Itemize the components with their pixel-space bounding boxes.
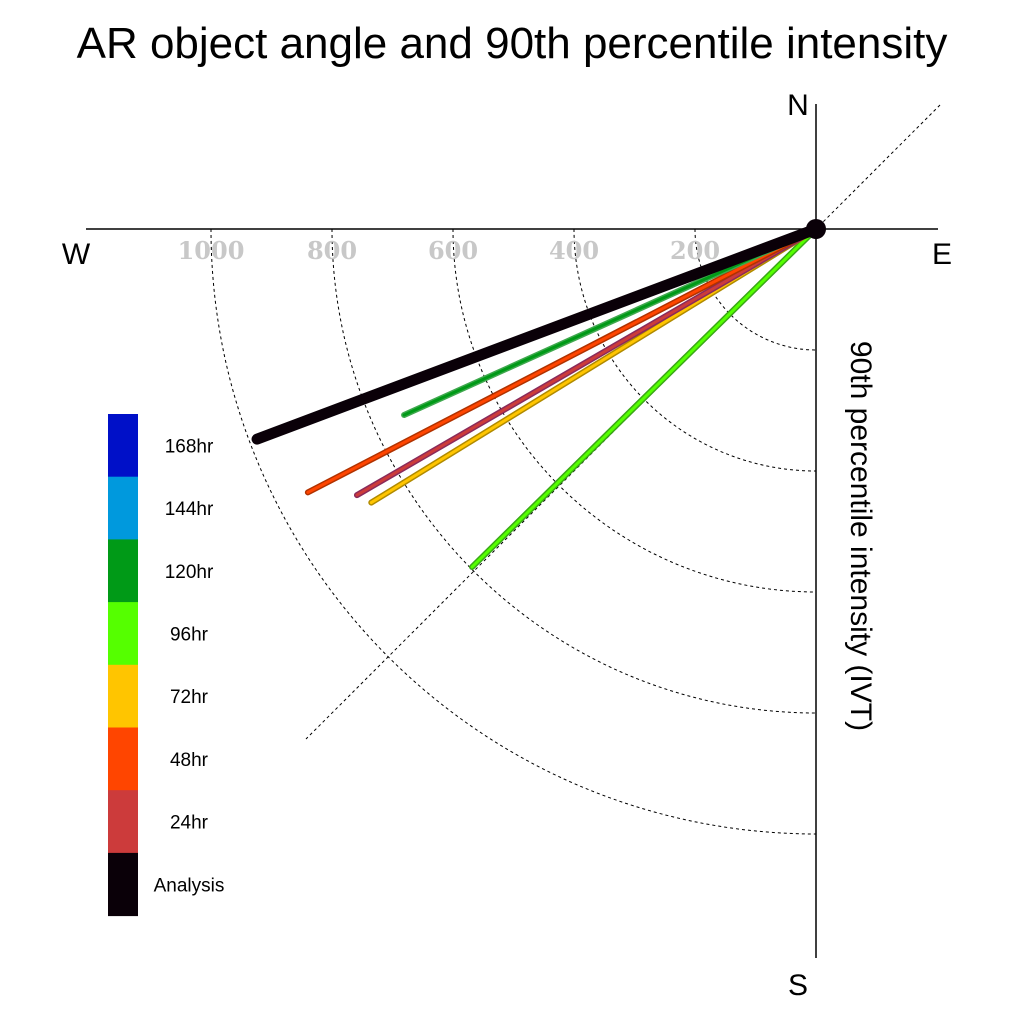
series-vector-48hr <box>304 226 819 496</box>
legend-swatch <box>108 727 138 791</box>
legend-label: 24hr <box>170 813 209 834</box>
radial-tick-label: 800 <box>307 236 357 265</box>
legend-swatch <box>108 664 138 728</box>
series-vector-analysis <box>251 223 822 445</box>
series-vector-line <box>306 227 818 494</box>
vector-series <box>251 223 822 570</box>
legend-swatch <box>108 539 138 603</box>
series-vector-line <box>355 227 818 497</box>
radial-tick-label: 200 <box>670 236 720 265</box>
series-vector-line <box>252 224 821 444</box>
legend-swatch <box>108 852 138 917</box>
origin-marker <box>806 219 826 239</box>
radial-grid-arc <box>452 228 817 593</box>
series-vector-96hr <box>469 226 819 570</box>
compass-north: N <box>787 89 809 122</box>
legend-swatch <box>108 476 138 540</box>
axis-label-intensity: 90th percentile intensity (IVT) <box>844 341 877 731</box>
legend-swatch <box>108 790 138 854</box>
radial-tick-labels: 200 400 600 800 1000 <box>178 236 720 265</box>
radial-grid-arc <box>694 228 817 351</box>
radial-tick-label: 600 <box>428 236 478 265</box>
legend-label: 72hr <box>170 687 209 708</box>
legend-label: 168hr <box>165 436 214 457</box>
radial-tick-label: 1000 <box>178 236 245 265</box>
legend-swatch <box>108 602 138 666</box>
radial-grid-arc <box>573 228 817 472</box>
radial-tick-label: 400 <box>549 236 599 265</box>
compass-west: W <box>62 238 91 271</box>
legend-label: Analysis <box>154 875 225 896</box>
legend: 168hr 144hr 120hr 96hr 72hr 48hr 24hr Analysis <box>108 414 225 917</box>
legend-label: 48hr <box>170 750 209 771</box>
compass-south: S <box>788 969 808 1002</box>
series-vector-line <box>470 227 818 569</box>
series-vector-24hr <box>353 226 819 499</box>
radial-grid-arc <box>331 228 817 714</box>
legend-swatch <box>108 414 138 478</box>
legend-label: 96hr <box>170 624 209 645</box>
chart-title: AR object angle and 90th percentile inte… <box>77 19 948 68</box>
legend-label: 120hr <box>165 562 214 583</box>
legend-label: 144hr <box>165 499 214 520</box>
compass-east: E <box>932 238 952 271</box>
